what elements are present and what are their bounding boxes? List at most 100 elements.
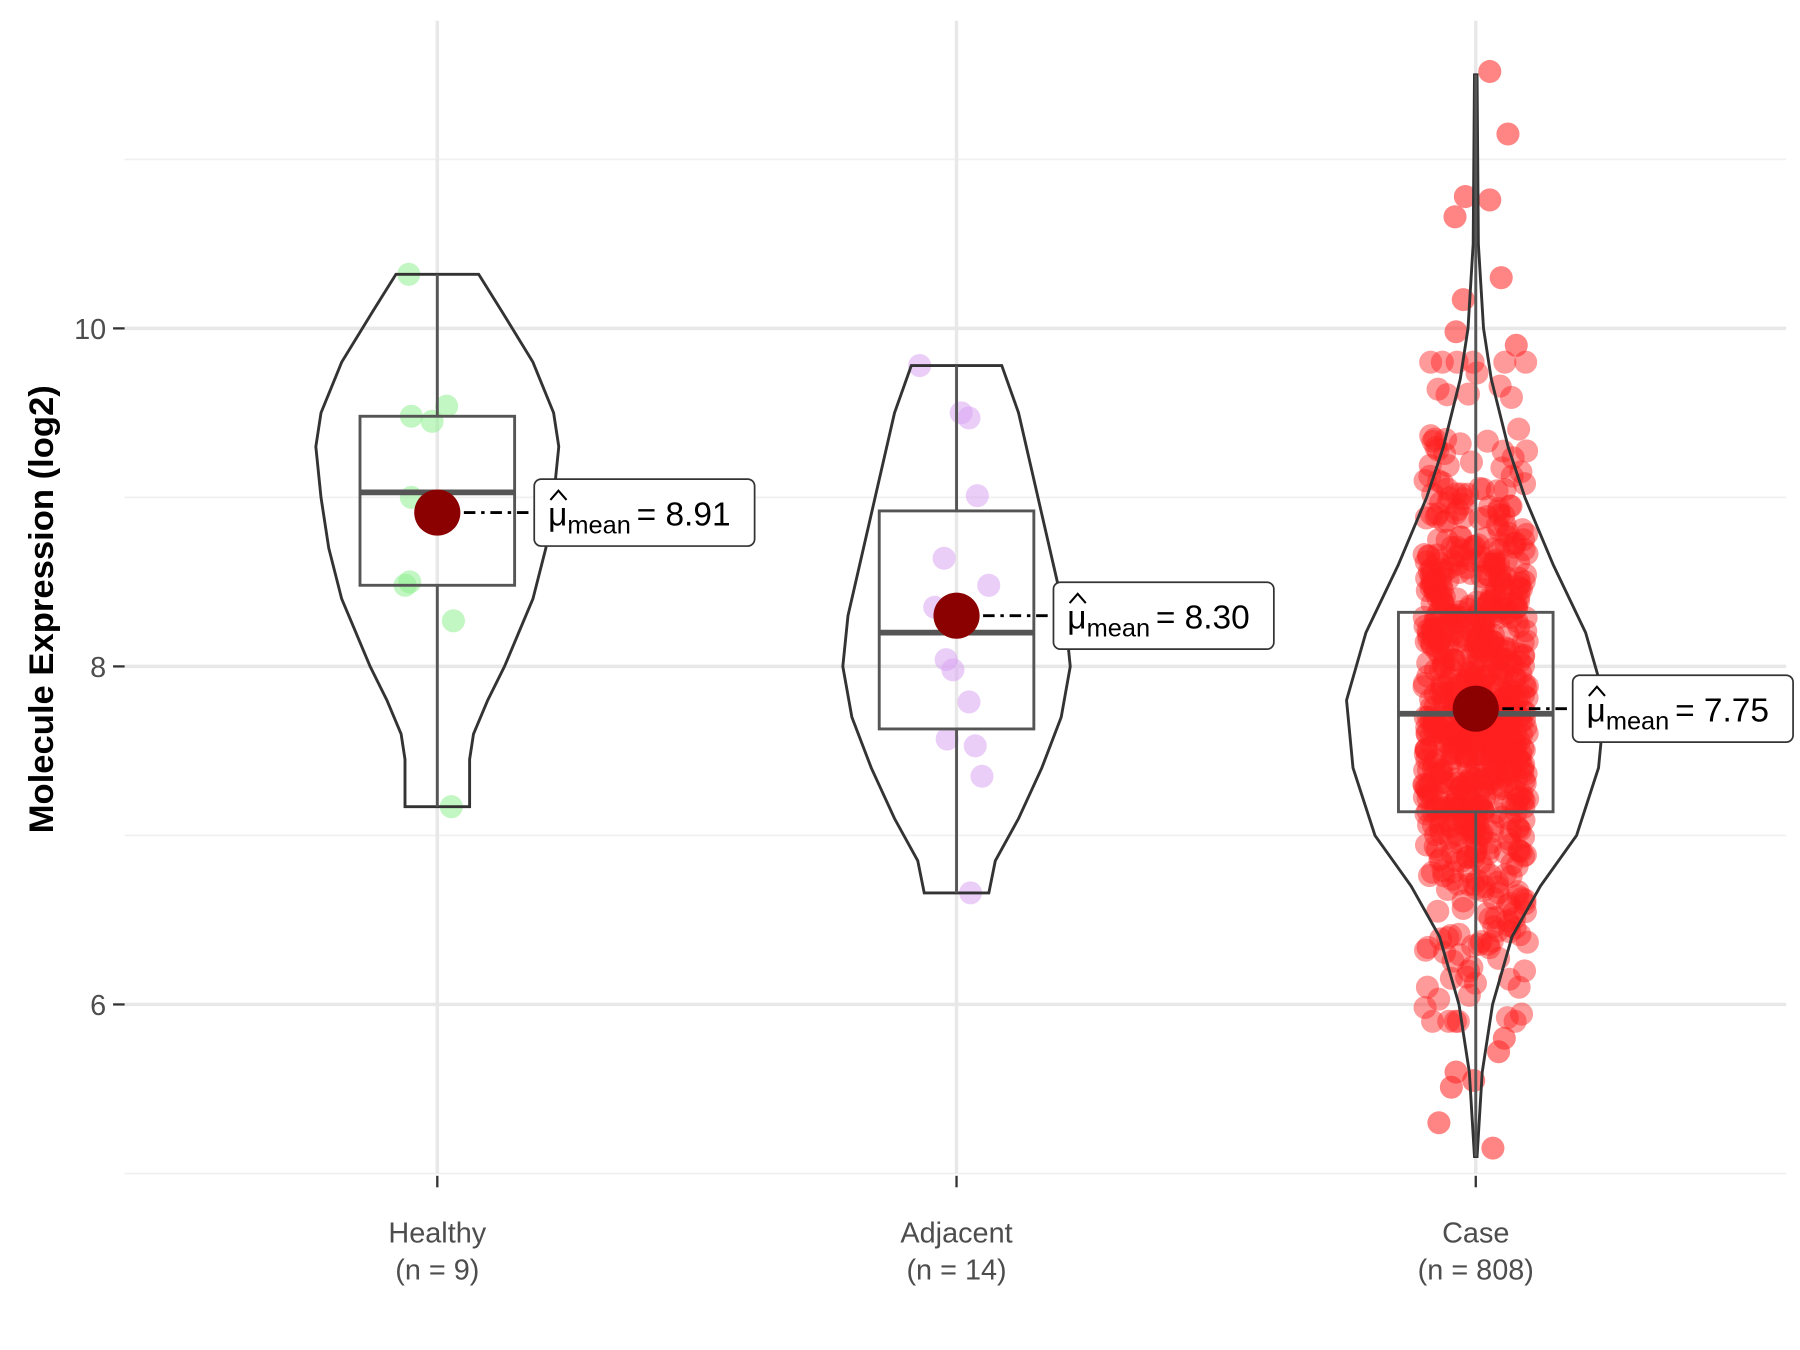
data-point (1508, 818, 1532, 842)
data-point (1445, 587, 1469, 611)
data-point (1476, 766, 1500, 790)
data-point (1446, 823, 1470, 847)
data-point (1490, 668, 1514, 692)
data-point (1514, 350, 1538, 374)
data-point (1498, 713, 1522, 737)
data-point (1416, 935, 1440, 959)
y-axis-title: Molecule Expression (log2) (23, 385, 61, 833)
data-point (1501, 591, 1525, 615)
data-point (1413, 995, 1437, 1020)
data-point (1490, 727, 1514, 751)
data-point (1460, 619, 1484, 643)
data-point (977, 573, 1001, 597)
data-point (1498, 920, 1522, 944)
data-point (1415, 722, 1440, 746)
data-point (1492, 1026, 1516, 1050)
data-point (1456, 770, 1481, 794)
data-point (1513, 771, 1537, 795)
data-point (1488, 657, 1512, 681)
data-point (1455, 742, 1479, 766)
mean-label-box (1571, 674, 1794, 743)
points (908, 354, 1001, 905)
data-point (1462, 872, 1486, 896)
data-point (1438, 752, 1462, 776)
data-point (1462, 728, 1487, 752)
data-point (1512, 643, 1536, 667)
data-point (1426, 377, 1450, 401)
data-point (1436, 454, 1460, 478)
data-point (1440, 612, 1464, 636)
data-point (1437, 633, 1461, 657)
data-point (1484, 761, 1508, 785)
data-point (1506, 880, 1530, 904)
data-point (1507, 975, 1531, 999)
data-point (1437, 619, 1461, 643)
data-point (1475, 504, 1499, 529)
data-point (1480, 736, 1504, 760)
data-point (1423, 763, 1447, 787)
data-point (1460, 955, 1484, 979)
data-point (1426, 502, 1450, 526)
data-point (1461, 535, 1485, 559)
data-point (1436, 477, 1460, 501)
x-tick-n-label: (n = 14) (906, 1255, 1006, 1287)
data-point (1499, 729, 1523, 753)
data-point (1460, 817, 1484, 842)
groups: μmean = 8.91 μmean = 8.30 μmean = 7.75 (314, 59, 1794, 1160)
data-point (1488, 503, 1512, 527)
data-point (1455, 965, 1479, 989)
data-point (1468, 760, 1492, 784)
data-point (435, 394, 459, 418)
data-point (1431, 641, 1456, 665)
data-point (1465, 868, 1489, 892)
box (358, 414, 517, 587)
data-point (1507, 550, 1531, 575)
data-point (1514, 619, 1538, 643)
data-point (1509, 741, 1533, 765)
data-point (1429, 761, 1453, 785)
data-point (1422, 618, 1446, 642)
data-point (1439, 815, 1463, 839)
data-point (1472, 857, 1496, 881)
data-point (1482, 767, 1506, 791)
data-point (1431, 859, 1455, 883)
data-point (1451, 812, 1475, 836)
data-point (1464, 629, 1488, 653)
data-point (1511, 756, 1535, 780)
data-point (1496, 622, 1520, 646)
data-point (1515, 686, 1539, 710)
data-point (1497, 739, 1521, 763)
data-point (398, 570, 422, 594)
data-point (1421, 813, 1445, 837)
hat-icon (1588, 685, 1606, 697)
data-point (1507, 589, 1531, 613)
y-tick-label: 10 (74, 314, 106, 346)
data-point (1460, 644, 1484, 668)
data-point (1418, 782, 1442, 807)
data-point (1432, 769, 1456, 793)
data-point (941, 658, 965, 682)
data-point (1500, 852, 1524, 876)
axes: 6 8 10 Healthy (n = 9) Adjacent (n = 14) Case (n… (74, 314, 1534, 1287)
data-point (1509, 749, 1533, 773)
data-point (1494, 533, 1518, 557)
data-point (1506, 642, 1530, 666)
data-point (1449, 729, 1473, 753)
data-point (1474, 619, 1498, 643)
data-point (1424, 748, 1448, 772)
data-point (1446, 827, 1470, 851)
data-point (1421, 716, 1445, 740)
data-point (1497, 683, 1521, 707)
data-point (1478, 188, 1502, 212)
data-point (1441, 742, 1465, 766)
data-point (1495, 724, 1520, 748)
data-point (1425, 579, 1449, 603)
data-point (1432, 691, 1456, 715)
data-point (1453, 785, 1477, 809)
data-point (1431, 652, 1455, 676)
mean-label: μmean = 7.75 (1587, 692, 1769, 735)
data-point (1507, 417, 1531, 441)
data-point (1455, 666, 1479, 690)
data-point (1510, 782, 1534, 807)
data-point (1478, 59, 1502, 84)
